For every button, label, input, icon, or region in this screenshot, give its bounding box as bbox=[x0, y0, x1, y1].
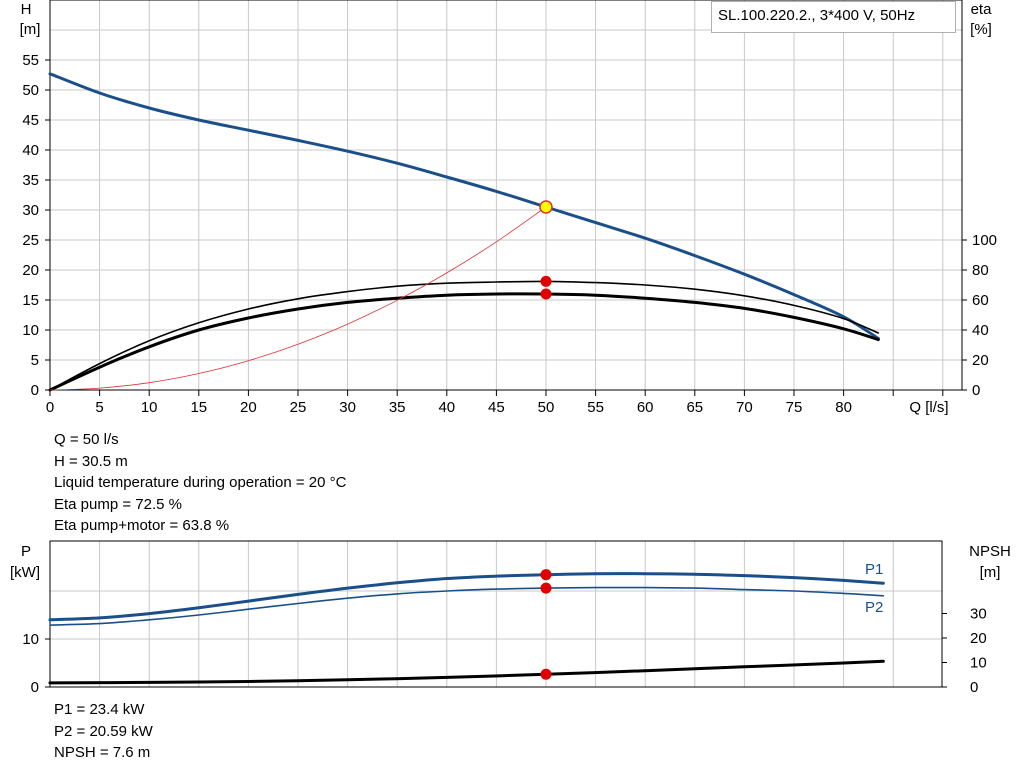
y2-tick-label: 10 bbox=[970, 655, 987, 672]
x-tick-label: 50 bbox=[538, 399, 555, 416]
series-p2 bbox=[49, 586, 885, 626]
x-tick-label: 25 bbox=[290, 399, 307, 416]
y-tick-label: 10 bbox=[22, 631, 39, 648]
info-flow: Q = 50 l/s bbox=[54, 431, 119, 448]
y-tick-label: 0 bbox=[31, 382, 39, 399]
y-tick-label: 50 bbox=[22, 82, 39, 99]
x-tick-label: 15 bbox=[190, 399, 207, 416]
top-y-axis-title: H bbox=[21, 1, 32, 18]
top-y-axis-ticks: 0 5 10 15 20 25 30 35 40 45 50 55 bbox=[22, 52, 50, 399]
series-label-p2: P2 bbox=[865, 599, 883, 616]
top-y2-axis-ticks: 0 20 40 60 80 100 bbox=[962, 232, 997, 399]
x-tick-label: 75 bbox=[786, 399, 803, 416]
top-chart-markers bbox=[539, 200, 553, 300]
y2-tick-label: 20 bbox=[970, 630, 987, 647]
y2-tick-label: 80 bbox=[972, 262, 989, 279]
top-x-axis-ticks: 0 5 10 15 20 25 30 35 40 45 50 55 60 65 70 75 80 bbox=[46, 389, 944, 416]
x-tick-label: 70 bbox=[736, 399, 753, 416]
bottom-y2-axis-unit: [m] bbox=[980, 564, 1001, 581]
y-tick-label: 25 bbox=[22, 232, 39, 249]
series-p1 bbox=[48, 572, 885, 622]
x-tick-label: 55 bbox=[587, 399, 604, 416]
y2-tick-label: 100 bbox=[972, 232, 997, 249]
bottom-y-axis-unit: [kW] bbox=[10, 564, 40, 581]
y2-tick-label: 0 bbox=[972, 382, 980, 399]
p1-point-marker bbox=[540, 569, 552, 581]
x-tick-label: 5 bbox=[95, 399, 103, 416]
bottom-chart-series bbox=[48, 572, 885, 685]
top-chart-grid bbox=[50, 0, 962, 390]
chart-legend: SL.100.220.2., 3*400 V, 50Hz bbox=[711, 1, 956, 33]
x-tick-label: 45 bbox=[488, 399, 505, 416]
npsh-point-marker bbox=[540, 668, 552, 680]
y-tick-label: 45 bbox=[22, 112, 39, 129]
top-y-axis-unit: [m] bbox=[20, 21, 41, 38]
series-head bbox=[48, 72, 880, 340]
series-npsh bbox=[48, 659, 885, 685]
info-liquid-temperature: Liquid temperature during operation = 20… bbox=[54, 474, 347, 491]
x-tick-label: 35 bbox=[389, 399, 406, 416]
x-tick-label: 65 bbox=[686, 399, 703, 416]
x-tick-label: 0 bbox=[46, 399, 54, 416]
y-tick-label: 5 bbox=[31, 352, 39, 369]
y2-tick-label: 30 bbox=[970, 606, 987, 623]
top-chart-series bbox=[48, 72, 880, 392]
info-eta-pump-motor: Eta pump+motor = 63.8 % bbox=[54, 517, 230, 534]
info-p1: P1 = 23.4 kW bbox=[54, 701, 145, 718]
power-info: P1 = 23.4 kW P2 = 20.59 kW NPSH = 7.6 m bbox=[54, 699, 153, 764]
x-tick-label: 20 bbox=[240, 399, 257, 416]
series-system-curve bbox=[49, 206, 547, 391]
x-axis-label: Q [l/s] bbox=[909, 399, 948, 416]
info-head: H = 30.5 m bbox=[54, 452, 128, 470]
x-tick-label: 60 bbox=[637, 399, 654, 416]
top-y2-axis-title: eta bbox=[971, 1, 993, 18]
duty-point-info: Q = 50 l/s H = 30.5 m Liquid temperature… bbox=[54, 429, 346, 537]
bottom-y2-axis-ticks: 0 10 20 30 bbox=[942, 606, 987, 696]
series-label-p1: P1 bbox=[865, 561, 883, 578]
y2-tick-label: 0 bbox=[970, 679, 978, 696]
bottom-y2-axis-title: NPSH bbox=[969, 543, 1011, 560]
series-eta-pump-motor bbox=[48, 292, 880, 392]
y-tick-label: 15 bbox=[22, 292, 39, 309]
info-npsh: NPSH = 7.6 m bbox=[54, 744, 151, 761]
x-tick-label: 30 bbox=[339, 399, 356, 416]
y2-tick-label: 20 bbox=[972, 352, 989, 369]
y-tick-label: 10 bbox=[22, 322, 39, 339]
y-tick-label: 30 bbox=[22, 202, 39, 219]
bottom-y-axis-title: P bbox=[21, 543, 31, 560]
y-tick-label: 0 bbox=[31, 679, 39, 696]
y-tick-label: 55 bbox=[22, 52, 39, 69]
y-tick-label: 40 bbox=[22, 142, 39, 159]
x-tick-label: 40 bbox=[438, 399, 455, 416]
x-tick-label: 80 bbox=[835, 399, 852, 416]
y2-tick-label: 60 bbox=[972, 292, 989, 309]
p2-point-marker bbox=[540, 582, 552, 594]
bottom-y-axis-ticks: 0 10 bbox=[22, 631, 50, 696]
duty-point-marker bbox=[539, 200, 553, 214]
bottom-chart-markers bbox=[540, 569, 552, 680]
x-tick-label: 10 bbox=[141, 399, 158, 416]
top-y2-axis-unit: [%] bbox=[970, 21, 992, 38]
info-eta-pump: Eta pump = 72.5 % bbox=[54, 495, 182, 513]
eta-pump-point-marker bbox=[540, 275, 552, 287]
y-tick-label: 35 bbox=[22, 172, 39, 189]
eta-total-point-marker bbox=[540, 288, 552, 300]
y2-tick-label: 40 bbox=[972, 322, 989, 339]
series-eta-pump bbox=[49, 280, 880, 391]
info-p2: P2 = 20.59 kW bbox=[54, 722, 153, 740]
y-tick-label: 20 bbox=[22, 262, 39, 279]
